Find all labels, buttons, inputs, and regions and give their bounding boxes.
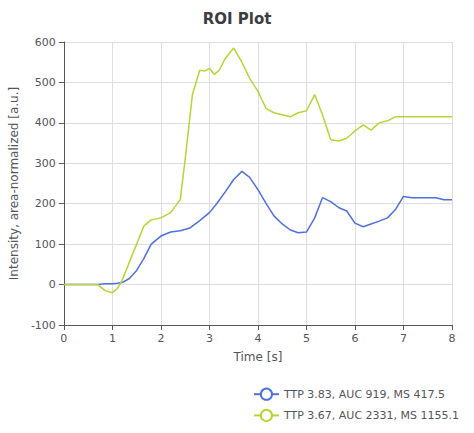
svg-text:1: 1 [109,332,116,345]
svg-text:0: 0 [60,332,67,345]
svg-text:TTP 3.83, AUC 919, MS 417.5: TTP 3.83, AUC 919, MS 417.5 [283,388,445,401]
svg-text:6: 6 [351,332,358,345]
svg-text:8: 8 [449,332,456,345]
svg-text:0: 0 [49,278,56,291]
svg-text:500: 500 [35,76,56,89]
svg-text:5: 5 [303,332,310,345]
svg-text:TTP 3.67, AUC 2331, MS 1155.1: TTP 3.67, AUC 2331, MS 1155.1 [283,409,459,422]
svg-text:200: 200 [35,197,56,210]
svg-text:300: 300 [35,157,56,170]
svg-text:400: 400 [35,116,56,129]
svg-text:7: 7 [400,332,407,345]
svg-text:4: 4 [254,332,261,345]
svg-text:Intensity, area-normalized [a.: Intensity, area-normalized [a.u.] [7,87,21,280]
svg-text:3: 3 [206,332,213,345]
svg-text:-100: -100 [31,319,56,332]
svg-text:Time [s]: Time [s] [233,350,283,364]
svg-text:2: 2 [157,332,164,345]
svg-text:100: 100 [35,238,56,251]
svg-text:ROI Plot: ROI Plot [203,10,272,28]
svg-text:600: 600 [35,36,56,49]
